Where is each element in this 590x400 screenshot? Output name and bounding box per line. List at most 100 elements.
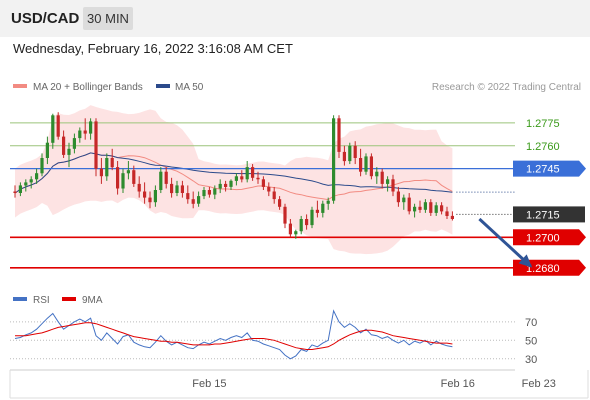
candle-body: [72, 138, 76, 149]
candle-body: [126, 170, 130, 174]
candle-body: [13, 191, 17, 193]
copyright-label: Research © 2022 Trading Central: [432, 82, 581, 93]
candle-body: [251, 167, 255, 178]
candle-body: [418, 206, 422, 210]
candle-body: [429, 202, 433, 213]
candle-body: [380, 171, 384, 184]
candle-body: [40, 158, 44, 174]
candle-body: [450, 215, 454, 219]
candle-body: [267, 186, 271, 192]
candle-body: [245, 167, 249, 180]
bollinger-band-area: [15, 105, 453, 255]
candle-body: [143, 191, 147, 198]
rsi-tick-label: 50: [525, 335, 537, 347]
rsi-legend-label: RSI: [33, 295, 50, 306]
pivot-badge: [513, 160, 586, 177]
candle-body: [29, 179, 33, 183]
candle-body: [278, 199, 282, 207]
candle-body: [348, 145, 352, 162]
candle-body: [35, 173, 39, 180]
target-arrow-shaft: [478, 217, 532, 268]
candle-body: [310, 209, 314, 226]
candle-body: [440, 205, 444, 212]
candle-body: [45, 142, 49, 158]
candle-body: [434, 205, 438, 213]
x-tick-label: Feb 15: [192, 378, 226, 390]
x-tick-label: Feb 16: [441, 378, 475, 390]
support-label: 1.2700: [526, 232, 560, 244]
resistance-label: 1.2760: [526, 141, 560, 153]
candle-body: [83, 130, 87, 134]
candle-body: [175, 185, 179, 193]
candle-body: [240, 176, 244, 180]
candle-body: [364, 156, 368, 172]
ma50-legend-swatch: [156, 84, 170, 88]
candle-body: [283, 206, 287, 224]
candle-body: [51, 115, 55, 143]
candle-body: [315, 209, 319, 213]
candle-body: [94, 121, 98, 169]
candle-body: [294, 231, 298, 235]
candle-body: [56, 115, 60, 137]
candle-body: [407, 197, 411, 212]
support-badge: [513, 229, 586, 246]
ma50-legend-label: MA 50: [175, 82, 204, 93]
candle-body: [116, 167, 120, 189]
candle-body: [99, 168, 103, 177]
candle-body: [159, 171, 163, 190]
candle-body: [402, 197, 406, 203]
candle-body: [337, 118, 341, 152]
candle-body: [24, 182, 28, 186]
ma20-legend-swatch: [13, 84, 27, 88]
candle-body: [369, 156, 373, 177]
candle-body: [186, 193, 190, 200]
candle-body: [121, 173, 125, 189]
candle-body: [180, 185, 184, 193]
candle-body: [202, 190, 206, 197]
candle-body: [445, 211, 449, 216]
candle-body: [272, 191, 276, 200]
candle-body: [67, 148, 71, 155]
support-label: 1.2680: [526, 263, 560, 275]
candle-body: [153, 190, 157, 203]
symbol-label: USD/CAD: [11, 10, 80, 27]
x-tick-label: Feb 23: [522, 378, 556, 390]
candle-body: [353, 145, 357, 158]
rsi-tick-label: 70: [525, 317, 537, 329]
candle-body: [359, 158, 363, 172]
candle-body: [18, 185, 22, 193]
candle-body: [105, 158, 109, 177]
ma20-legend-label: MA 20 + Bollinger Bands: [33, 82, 143, 93]
candle-body: [62, 136, 66, 155]
candle-body: [288, 223, 292, 235]
candle-body: [78, 130, 82, 139]
candle-body: [299, 219, 303, 232]
candle-body: [207, 190, 211, 195]
timeframe-button[interactable]: 30 MIN: [83, 7, 133, 30]
candle-body: [224, 183, 228, 187]
candle-body: [391, 179, 395, 192]
candle-body: [342, 151, 346, 162]
rsi-line: [14, 309, 453, 360]
candle-body: [413, 206, 417, 212]
ma50-line: [14, 152, 453, 194]
candle-body: [164, 171, 168, 184]
candle-body: [229, 180, 233, 187]
candle-body: [148, 197, 152, 203]
candle-body: [191, 199, 195, 204]
target-arrow-head: [518, 254, 533, 268]
current-price-label: 1.2715: [526, 209, 560, 221]
candle-body: [234, 176, 238, 181]
candle-body: [256, 177, 260, 180]
candle-body: [326, 200, 330, 204]
support-badge: [513, 259, 586, 276]
rsi-tick-label: 30: [525, 354, 537, 366]
candle-body: [321, 203, 325, 213]
candle-body: [197, 196, 201, 204]
candle-body: [332, 118, 336, 201]
rsi-ma-legend-swatch: [62, 297, 76, 301]
candle-body: [396, 191, 400, 203]
candle-body: [218, 183, 222, 189]
